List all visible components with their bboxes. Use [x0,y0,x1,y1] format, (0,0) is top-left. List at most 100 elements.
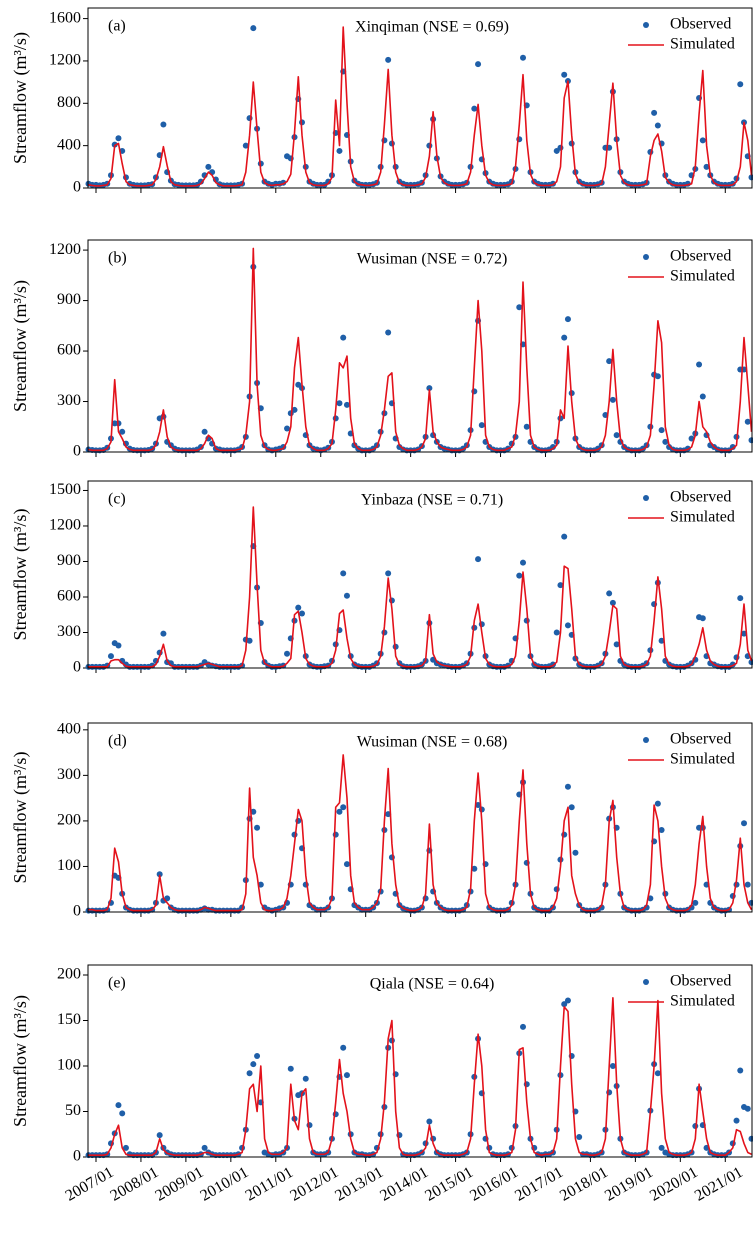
panel-label: (a) [108,18,126,35]
legend-label: Observed [670,731,731,748]
observed-point [613,641,620,648]
observed-point [246,637,253,644]
observed-point [201,1144,208,1151]
observed-point [478,422,485,429]
observed-point [703,163,710,170]
observed-point [475,61,482,68]
observed-point [340,1044,347,1051]
legend-label: Simulated [670,509,735,526]
observed-point [254,824,261,831]
panel-title: Yinbaza (NSE = 0.71) [361,492,503,509]
y-tick-label: 0 [73,443,81,460]
observed-point [122,1144,129,1151]
legend-label: Observed [670,248,731,265]
legend-marker [643,979,649,985]
observed-point [744,881,751,888]
observed-point [658,637,665,644]
legend-label: Observed [670,16,731,33]
panel: 0 300 600 900 1200 1500 (c) Yinbaza (NSE = 0.71… [10,480,753,676]
observed-point [471,865,478,872]
y-tick-label: 300 [57,392,81,409]
observed-point [111,141,118,148]
observed-point [523,617,530,624]
observed-point [156,871,163,878]
observed-point [561,533,568,540]
observed-point [662,438,669,445]
y-tick-label: 100 [57,1057,81,1074]
observed-point [658,1144,665,1151]
observed-point [699,615,706,622]
observed-point [160,630,167,637]
y-tick-label: 600 [57,342,81,359]
observed-point [564,783,571,790]
x-tick-label: 2007/01 [63,1164,117,1205]
simulated-line [88,506,753,668]
plot-frame [87,7,753,189]
observed-point [609,599,616,606]
observed-point [306,1122,313,1129]
observed-point [343,861,350,868]
observed-point [119,1110,126,1117]
x-tick-label: 2014/01 [377,1164,431,1205]
legend-marker [643,737,649,743]
y-tick-label: 800 [57,94,81,111]
observed-point [246,1070,253,1077]
observed-point [287,1065,294,1072]
observed-point [564,316,571,323]
y-tick-label: 400 [57,136,81,153]
observed-point [291,406,298,413]
observed-point [572,849,579,856]
y-tick-label: 400 [57,721,81,738]
y-axis-label: Streamflow (m³/s) [10,509,31,641]
y-axis-label: Streamflow (m³/s) [10,32,31,164]
y-tick-label: 200 [57,812,81,829]
observed-point [115,1102,122,1109]
x-tick-label: 2010/01 [197,1164,251,1205]
observed-point [471,105,478,112]
observed-point [336,147,343,154]
observed-point [564,997,571,1004]
x-tick-label: 2015/01 [422,1164,476,1205]
observed-point [741,820,748,827]
observed-point [654,800,661,807]
observed-point [561,334,568,341]
y-axis-label: Streamflow (m³/s) [10,995,31,1127]
observed-point [343,401,350,408]
panel-title: Xinqiman (NSE = 0.69) [355,19,509,36]
legend-marker [643,495,649,501]
observed-point [340,570,347,577]
x-tick-label: 2018/01 [557,1164,611,1205]
observed-point [201,428,208,435]
observed-point [699,393,706,400]
y-tick-label: 150 [57,1011,81,1028]
panel-label: (b) [108,250,127,267]
observed-point [699,137,706,144]
observed-point [340,334,347,341]
observed-point [156,1132,163,1139]
observed-point [107,653,114,660]
y-tick-label: 300 [57,766,81,783]
legend-label: Simulated [670,993,735,1010]
y-tick-label: 1600 [49,9,81,26]
simulated-line [88,754,753,912]
observed-point [692,899,699,906]
observed-point [737,81,744,88]
observed-point [302,1075,309,1082]
plot-frame [87,964,753,1158]
plot-frame [87,480,753,669]
x-tick-label: 2012/01 [287,1164,341,1205]
observed-point [475,801,482,808]
y-tick-label: 1500 [49,481,81,498]
observed-point [744,1105,751,1112]
observed-point [744,418,751,425]
observed-point [520,559,527,566]
y-tick-label: 200 [57,966,81,983]
observed-point [561,831,568,838]
y-tick-label: 0 [73,179,81,196]
observed-point [658,427,665,434]
observed-point [737,1067,744,1074]
observed-point [523,423,530,430]
observed-point [115,642,122,649]
legend-label: Simulated [670,751,735,768]
